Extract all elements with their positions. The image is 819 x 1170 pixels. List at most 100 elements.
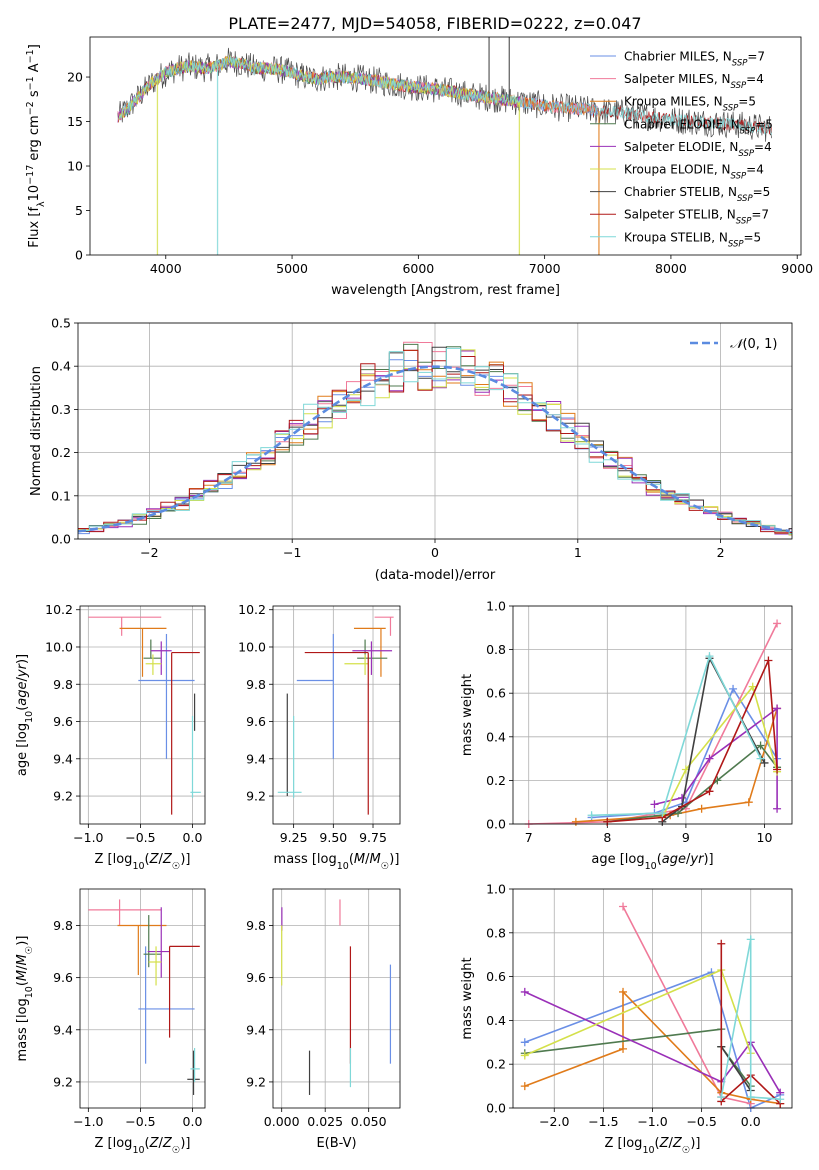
legend-label: Salpeter STELIB, NSSP=7 <box>624 208 769 227</box>
y-tick-label: 10.2 <box>45 602 73 617</box>
x-tick-label: −0.5 <box>125 1114 155 1129</box>
y-tick-label: 10.2 <box>238 602 266 617</box>
residuals-ylabel: Normed distribution <box>29 366 44 496</box>
weight-series <box>720 939 781 1100</box>
weight-marker <box>746 935 755 944</box>
y-tick-label: 9.2 <box>53 1074 73 1089</box>
legend-label: Chabrier STELIB, NSSP=5 <box>624 185 770 204</box>
weight-marker <box>717 939 726 948</box>
y-tick-label: 10.0 <box>238 639 266 654</box>
age_vs_Z-frame <box>79 605 206 825</box>
weight_vs_Z-frame <box>512 888 793 1109</box>
weight-series <box>528 623 778 825</box>
weight-marker <box>773 765 782 774</box>
x-tick-label: 9000 <box>781 261 813 276</box>
weight-marker <box>776 1095 785 1104</box>
y-tick-label: 0.8 <box>486 925 506 940</box>
x-tick-label: −1.0 <box>637 1114 667 1129</box>
age_vs_mass-xlabel: mass [log10(M/M☉)] <box>274 852 400 872</box>
legend-label: Kroupa STELIB, NSSP=5 <box>624 230 761 249</box>
y-tick-label: 9.8 <box>53 918 73 933</box>
x-tick-label: −2 <box>140 545 158 560</box>
x-tick-label: 9.25 <box>280 830 308 845</box>
y-tick-label: 9.6 <box>246 970 266 985</box>
x-tick-label: −0.5 <box>686 1114 716 1129</box>
y-tick-label: 9.8 <box>246 677 266 692</box>
mass_vs_Z-ylabel: mass [log10(M/M☉)] <box>15 936 35 1062</box>
x-tick-label: 6000 <box>402 261 434 276</box>
x-tick-label: 0.050 <box>351 1114 387 1129</box>
weight-marker <box>520 1082 529 1091</box>
weight-marker <box>705 787 714 796</box>
y-tick-label: 9.6 <box>53 714 73 729</box>
histogram-series <box>78 349 792 534</box>
residuals-axes: −2 −1 0 1 2 0.0 0.1 0.2 0.3 0.4 0.5 <box>51 316 792 560</box>
y-tick-label: 9.4 <box>246 751 266 766</box>
mass_vs_Z-xlabel: Z [log10(Z/Z☉)] <box>95 1136 191 1156</box>
spectrum-xlabel: wavelength [Angstrom, rest frame] <box>331 283 560 298</box>
histogram-series <box>78 347 792 535</box>
legend-label: Salpeter ELODIE, NSSP=4 <box>624 140 772 159</box>
y-tick-label: 9.2 <box>246 789 266 804</box>
weight-marker <box>756 741 765 750</box>
x-tick-label: 0.0 <box>183 830 203 845</box>
weight-marker <box>520 1038 529 1047</box>
legend-label: Kroupa ELODIE, NSSP=4 <box>624 163 764 182</box>
x-tick-label: 5000 <box>276 261 308 276</box>
y-tick-label: 0.3 <box>51 402 71 417</box>
weight-series <box>524 968 752 1057</box>
legend-label: Salpeter MILES, NSSP=4 <box>624 72 764 91</box>
x-tick-label: 9 <box>682 830 690 845</box>
y-tick-label: 9.6 <box>246 714 266 729</box>
y-tick-label: 0.4 <box>486 1013 506 1028</box>
weight-marker <box>705 652 714 661</box>
x-tick-label: −1.5 <box>588 1114 618 1129</box>
weight-marker <box>520 1051 529 1060</box>
legend-label: 𝒩(0, 1) <box>730 337 777 352</box>
x-tick-label: 0.0 <box>741 1114 761 1129</box>
weight-series <box>524 991 781 1094</box>
age_vs_Z-xlabel: Z [log10(Z/Z☉)] <box>95 852 191 872</box>
x-tick-label: 10 <box>757 830 773 845</box>
weight-series <box>720 943 781 1105</box>
weight-marker <box>697 804 706 813</box>
weight-marker <box>571 817 580 826</box>
age_vs_mass-axes: 9.25 9.50 9.75 9.2 9.4 9.6 9.8 10.0 10.2 <box>238 602 400 845</box>
weight-marker <box>619 902 628 911</box>
histogram-series <box>78 343 792 534</box>
mass_vs_EBV-frame <box>272 888 401 1109</box>
x-tick-label: 0.000 <box>264 1114 300 1129</box>
weight_vs_Z-axes: −2.0 −1.5 −1.0 −0.5 0.0 0.0 0.2 0.4 0.6 0.8 1.0 <box>486 882 792 1129</box>
y-tick-label: 20 <box>67 70 83 85</box>
spectrum-frame <box>89 36 802 256</box>
x-tick-label: 0.025 <box>307 1114 343 1129</box>
residuals-frame <box>77 322 793 540</box>
weight-marker <box>748 682 757 691</box>
weight-marker <box>729 684 738 693</box>
x-tick-label: 9.50 <box>319 830 347 845</box>
mass_vs_EBV-axes: 0.000 0.025 0.050 9.2 9.4 9.6 9.8 <box>246 889 400 1129</box>
weight-marker <box>520 987 529 996</box>
weight-marker <box>773 804 782 813</box>
y-tick-label: 0.5 <box>51 316 71 331</box>
x-tick-label: 8 <box>603 830 611 845</box>
weight-series <box>524 989 781 1105</box>
age_vs_Z-axes: −1.0 −0.5 0.0 9.2 9.4 9.6 9.8 10.0 10.2 <box>45 602 205 845</box>
y-tick-label: 0.6 <box>486 969 506 984</box>
spectrum-line <box>117 47 773 142</box>
y-tick-label: 9.4 <box>53 751 73 766</box>
legend-label: Kroupa MILES, NSSP=5 <box>624 95 756 114</box>
y-tick-label: 0.0 <box>486 1101 506 1116</box>
y-tick-label: 0 <box>75 248 83 263</box>
weight-marker <box>619 987 628 996</box>
y-tick-label: 15 <box>67 114 83 129</box>
weight-marker <box>773 619 782 628</box>
weight_vs_Z-xlabel: Z [log10(Z/Z☉)] <box>605 1136 701 1156</box>
x-tick-label: 0.0 <box>183 1114 203 1129</box>
y-tick-label: 0.4 <box>486 729 506 744</box>
normal-curve <box>77 365 790 533</box>
y-tick-label: 1.0 <box>486 599 506 614</box>
y-tick-label: 0.8 <box>486 642 506 657</box>
x-tick-label: 0 <box>431 545 439 560</box>
